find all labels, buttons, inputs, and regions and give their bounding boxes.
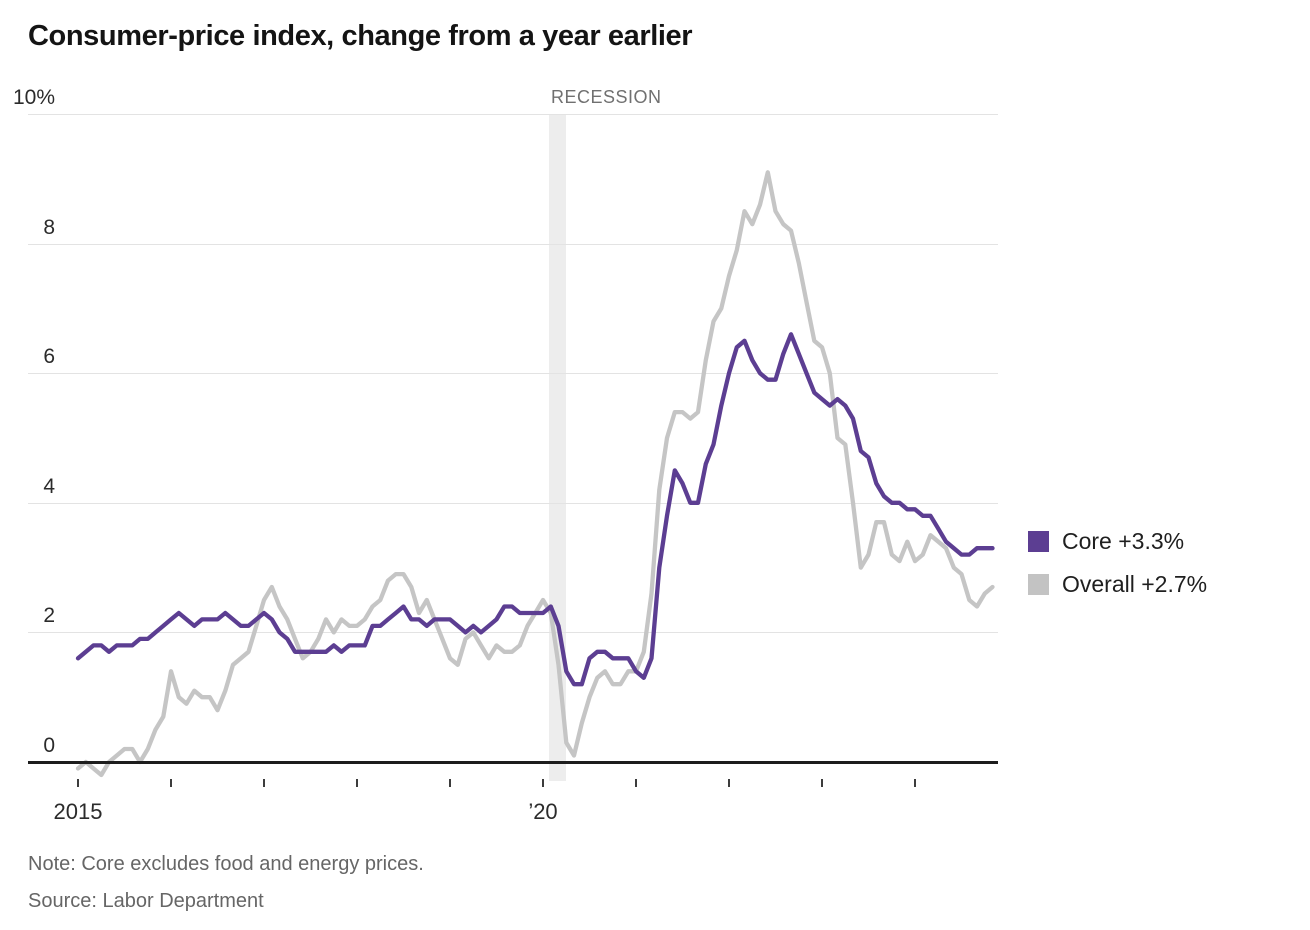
y-axis-label-8: 8 xyxy=(43,215,55,239)
chart-note: Note: Core excludes food and energy pric… xyxy=(28,853,424,875)
y-axis-label-0: 0 xyxy=(43,734,55,757)
y-axis-label-6: 6 xyxy=(43,345,55,369)
y-axis-label-2: 2 xyxy=(43,604,55,628)
legend-item-core: Core +3.3% xyxy=(1028,528,1207,555)
x-axis-label-2015: 2015 xyxy=(53,799,103,824)
chart-title: Consumer-price index, change from a year… xyxy=(28,20,693,52)
gridline-2 xyxy=(28,632,998,634)
x-axis-tick-2024 xyxy=(914,779,916,787)
core-swatch-icon xyxy=(1028,531,1049,552)
gridline-8 xyxy=(28,243,998,245)
y-axis-label-10: 10% xyxy=(12,86,55,109)
x-axis-tick-2015 xyxy=(77,779,79,787)
legend: Core +3.3% Overall +2.7% xyxy=(1028,528,1207,614)
x-axis-tick-2022 xyxy=(728,779,730,787)
x-axis-tick-2019 xyxy=(449,779,451,787)
legend-label-core: Core +3.3% xyxy=(1062,528,1185,554)
legend-label-overall: Overall +2.7% xyxy=(1062,571,1208,597)
core-line xyxy=(75,332,995,687)
gridline-4 xyxy=(28,502,998,504)
x-axis-tick-2020 xyxy=(542,779,544,787)
x-axis-tick-2016 xyxy=(170,779,172,787)
x-axis-tick-2018 xyxy=(356,779,358,787)
y-axis-label-4: 4 xyxy=(43,474,55,498)
gridline-10 xyxy=(28,114,998,115)
x-axis-tick-2017 xyxy=(263,779,265,787)
x-axis-label-2020: ’20 xyxy=(528,799,558,824)
x-axis-tick-2023 xyxy=(821,779,823,787)
gridline-6 xyxy=(28,373,998,375)
x-axis-tick-2021 xyxy=(635,779,637,787)
overall-line xyxy=(75,170,995,778)
legend-item-overall: Overall +2.7% xyxy=(1028,571,1207,598)
overall-swatch-icon xyxy=(1028,574,1049,595)
chart-source: Source: Labor Department xyxy=(28,890,264,912)
x-axis-line xyxy=(28,761,998,764)
recession-label: RECESSION xyxy=(551,87,662,107)
